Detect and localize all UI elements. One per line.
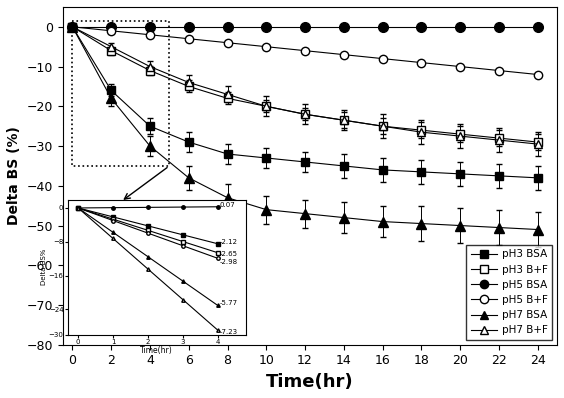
X-axis label: Time(hr): Time(hr) bbox=[266, 373, 354, 391]
Y-axis label: Delta BS (%): Delta BS (%) bbox=[7, 127, 21, 225]
Legend: pH3 BSA, pH3 B+F, pH5 BSA, pH5 B+F, pH7 BSA, pH7 B+F: pH3 BSA, pH3 B+F, pH5 BSA, pH5 B+F, pH7 … bbox=[466, 245, 552, 339]
